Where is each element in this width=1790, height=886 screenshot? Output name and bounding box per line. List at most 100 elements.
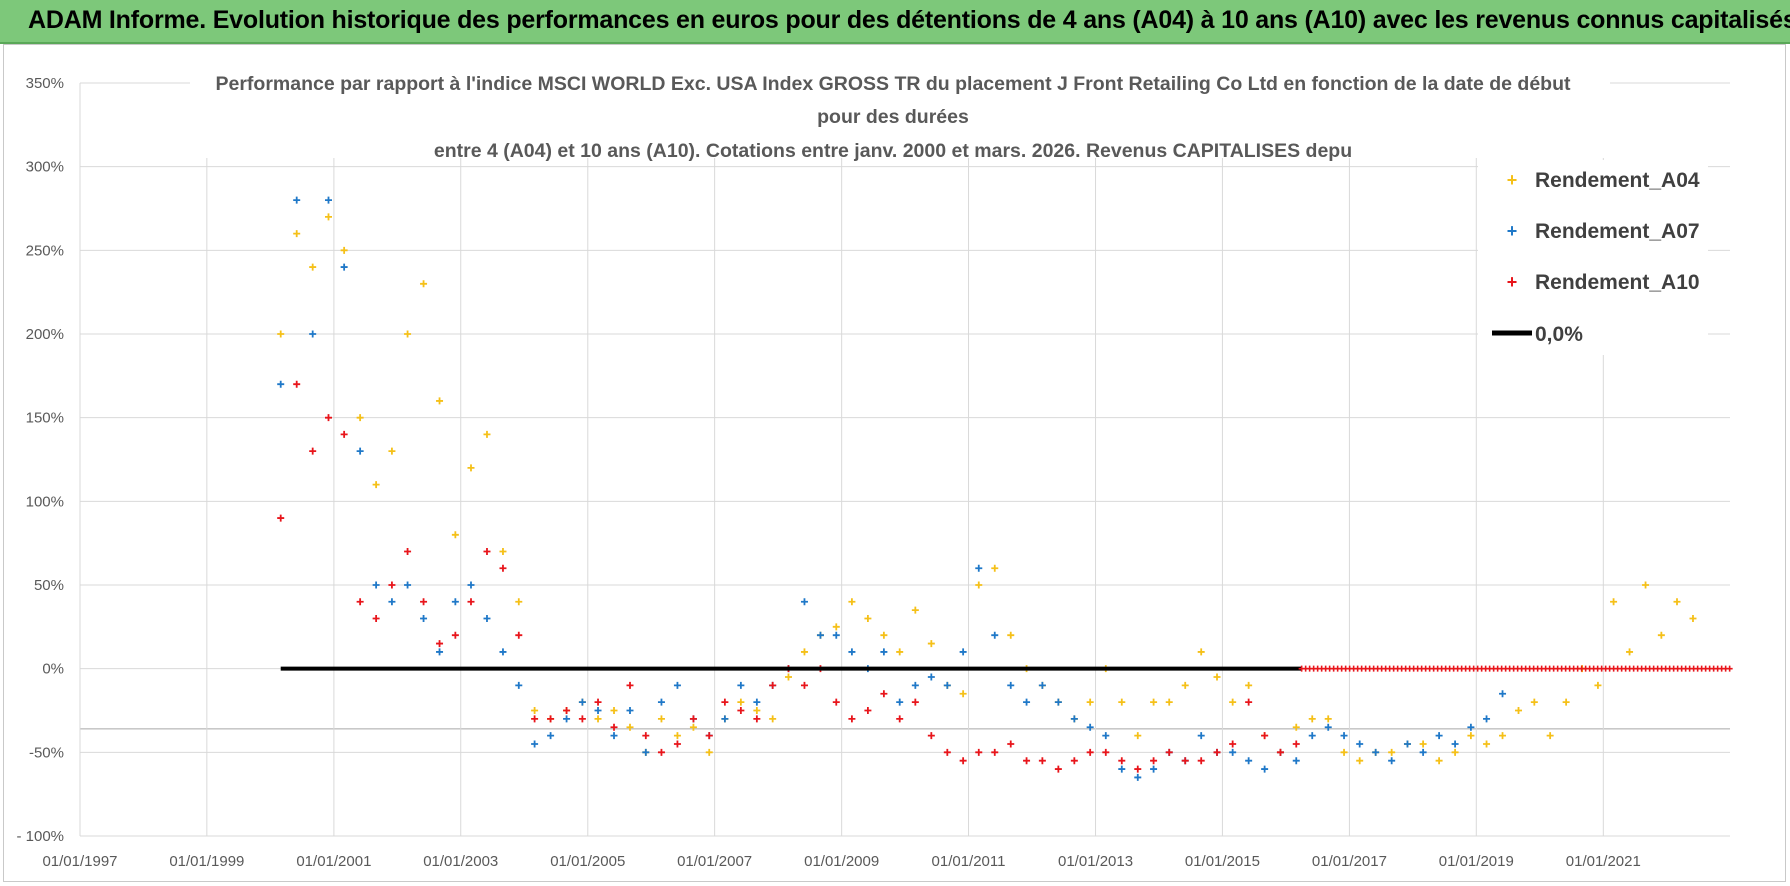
data-point: [563, 715, 571, 723]
data-point: [372, 614, 380, 622]
data-point: [1261, 732, 1269, 740]
data-point: [800, 648, 808, 656]
y-tick-label: 100%: [26, 493, 64, 510]
data-point: [1102, 748, 1110, 756]
data-point: [356, 447, 364, 455]
data-point: [753, 698, 761, 706]
series-rendement-a07: [277, 196, 1507, 781]
zero-line: [280, 665, 1733, 672]
data-point: [1499, 690, 1507, 698]
legend-label-a04: Rendement_A04: [1535, 169, 1700, 192]
data-point: [1276, 748, 1284, 756]
data-point: [1292, 740, 1300, 748]
y-tick-label: 50%: [34, 577, 64, 594]
data-point: [1007, 681, 1015, 689]
x-tick-label: 01/01/1999: [169, 853, 244, 870]
data-point: [896, 648, 904, 656]
data-point: [896, 715, 904, 723]
y-tick-label: 300%: [26, 159, 64, 176]
data-point: [594, 698, 602, 706]
data-point: [578, 715, 586, 723]
data-point: [293, 230, 301, 238]
data-point: [1356, 740, 1364, 748]
data-point: [832, 698, 840, 706]
data-point: [420, 598, 428, 606]
legend-background: [1478, 160, 1708, 355]
data-point: [1324, 715, 1332, 723]
data-point: [531, 715, 539, 723]
y-tick-label: 350%: [26, 75, 64, 92]
data-point: [420, 614, 428, 622]
grid: [79, 82, 1730, 837]
data-point: [340, 246, 348, 254]
x-tick-label: 01/01/2015: [1185, 853, 1260, 870]
x-axis: 01/01/1997 01/01/1999 01/01/2001 01/01/2003…: [42, 853, 1640, 870]
data-point: [1419, 740, 1427, 748]
legend-label-a10: Rendement_A10: [1535, 271, 1700, 294]
data-point: [1657, 631, 1665, 639]
data-point: [721, 715, 729, 723]
data-point: [309, 330, 317, 338]
data-point: [991, 631, 999, 639]
y-axis: 350% 300% 250% 200% 150% 100% 50% 0% -50% - 100%: [16, 75, 64, 845]
data-point: [1356, 757, 1364, 765]
y-tick-label: 150%: [26, 410, 64, 427]
data-point: [721, 698, 729, 706]
data-point: [356, 414, 364, 422]
data-point: [1023, 698, 1031, 706]
data-point: [451, 531, 459, 539]
data-point: [1165, 748, 1173, 756]
data-point: [1673, 598, 1681, 606]
data-point: [642, 748, 650, 756]
legend: + Rendement_A04 + Rendement_A07 + Rendem…: [1492, 169, 1700, 346]
data-point: [1054, 698, 1062, 706]
data-point: [1086, 723, 1094, 731]
x-tick-label: 01/01/2021: [1566, 853, 1641, 870]
data-point: [594, 707, 602, 714]
data-point: [832, 623, 840, 631]
data-point: [1102, 732, 1110, 740]
data-point: [1562, 698, 1570, 706]
data-point: [1229, 698, 1237, 706]
data-point: [340, 430, 348, 438]
data-point: [880, 648, 888, 656]
data-point: [1023, 757, 1031, 765]
data-point: [309, 447, 317, 455]
data-point: [1134, 773, 1142, 781]
data-point: [642, 732, 650, 740]
data-point: [1245, 698, 1253, 706]
data-point: [689, 715, 697, 723]
data-point: [404, 548, 412, 556]
data-point: [1515, 707, 1523, 714]
data-point: [1229, 740, 1237, 748]
data-point: [1308, 715, 1316, 723]
data-point: [1150, 698, 1158, 706]
title-background: [190, 70, 1610, 158]
data-point: [467, 581, 475, 589]
y-tick-label: 250%: [26, 242, 64, 259]
data-point: [975, 748, 983, 756]
chart-frame: [3, 44, 1786, 882]
data-point: [1324, 723, 1332, 731]
data-point: [1642, 581, 1650, 589]
data-point: [848, 715, 856, 723]
data-point: [657, 748, 665, 756]
data-point: [1340, 732, 1348, 740]
data-point: [1435, 757, 1443, 765]
data-point: [1150, 765, 1158, 773]
data-point: [673, 732, 681, 740]
legend-label-a07: Rendement_A07: [1535, 220, 1700, 243]
data-point: [864, 707, 872, 714]
data-point: [1530, 698, 1538, 706]
data-point: [324, 196, 332, 204]
data-point: [309, 263, 317, 271]
data-point: [499, 648, 507, 656]
data-point: [1054, 765, 1062, 773]
data-point: [673, 681, 681, 689]
data-point: [515, 631, 523, 639]
data-point: [388, 581, 396, 589]
data-point: [943, 681, 951, 689]
data-point: [610, 723, 618, 731]
data-point: [515, 681, 523, 689]
data-point: [1245, 757, 1253, 765]
